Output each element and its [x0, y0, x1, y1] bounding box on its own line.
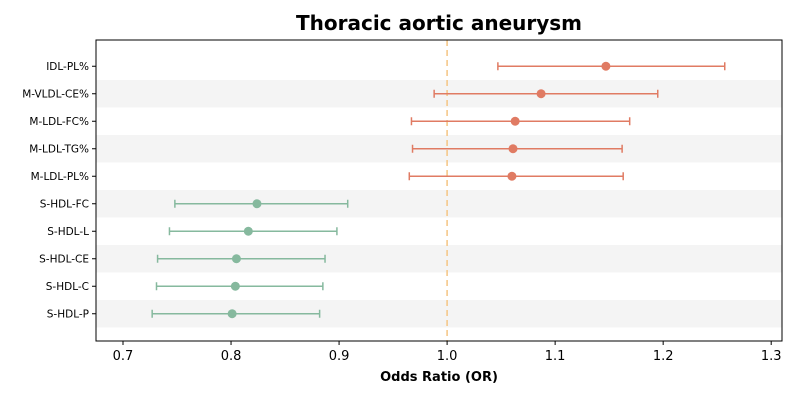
x-axis-label: Odds Ratio (OR) — [380, 370, 498, 385]
x-tick-label: 1.3 — [761, 349, 782, 364]
data-marks — [151, 61, 726, 319]
y-tick-label: M-LDL-TG% — [29, 143, 89, 155]
x-tick-label: 0.8 — [221, 349, 242, 364]
y-tick-label: M-LDL-PL% — [31, 171, 89, 183]
or-point — [243, 226, 253, 236]
or-point — [510, 116, 520, 126]
y-tick-label: M-VLDL-CE% — [22, 88, 89, 100]
y-tick-label: S-HDL-C — [46, 281, 89, 293]
y-tick-label: S-HDL-P — [47, 308, 89, 320]
y-axis-labels: IDL-PL% M-VLDL-CE% M-LDL-FC% M-LDL-TG% M-LDL… — [22, 61, 96, 320]
y-tick-label: S-HDL-L — [47, 226, 89, 238]
or-point — [507, 171, 517, 181]
or-point — [508, 144, 518, 154]
or-point — [227, 309, 237, 319]
x-tick-label: 1.1 — [545, 349, 566, 364]
or-point — [601, 61, 611, 71]
or-point — [536, 89, 546, 99]
x-axis: 0.7 0.8 0.9 1.0 1.1 1.2 1.3 — [113, 341, 782, 364]
chart-title: Thoracic aortic aneurysm — [296, 11, 582, 35]
x-tick-label: 1.0 — [437, 349, 458, 364]
x-tick-label: 0.7 — [113, 349, 134, 364]
plot-frame — [95, 39, 783, 342]
or-point — [230, 281, 240, 291]
y-tick-label: S-HDL-CE — [39, 253, 89, 265]
y-tick-label: IDL-PL% — [46, 61, 89, 73]
or-point — [231, 254, 241, 264]
or-point — [252, 199, 262, 209]
x-tick-label: 0.9 — [329, 349, 350, 364]
x-tick-label: 1.2 — [653, 349, 674, 364]
y-tick-label: S-HDL-FC — [40, 198, 89, 210]
y-tick-label: M-LDL-FC% — [29, 116, 89, 128]
